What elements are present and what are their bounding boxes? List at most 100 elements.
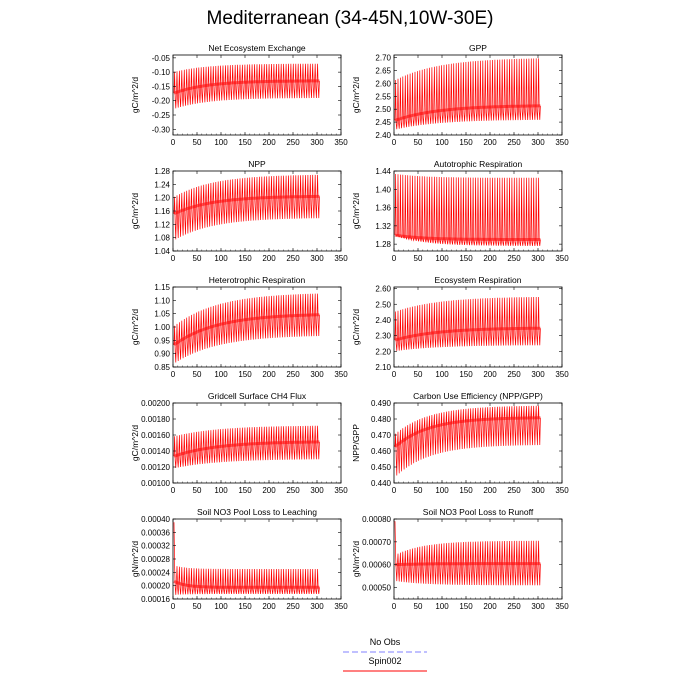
y-tick-label: 0.00080: [362, 515, 391, 524]
y-tick-label: 0.90: [154, 350, 170, 359]
x-tick-label: 50: [414, 370, 423, 379]
y-axis-label: gC/m^2/d: [130, 425, 140, 461]
x-tick-label: 150: [238, 602, 252, 611]
chart-panel: Gridcell Surface CH4 Flux gC/m^2/d 0 50 100 1…: [130, 391, 348, 495]
x-tick-label: 300: [531, 138, 545, 147]
y-tick-label: 0.450: [371, 463, 392, 472]
y-tick-label: 2.45: [375, 118, 391, 127]
chart-panel: Soil NO3 Pool Loss to Leaching gN/m^2/d 0 5…: [130, 507, 348, 611]
y-tick-label: -0.10: [152, 68, 171, 77]
x-tick-label: 200: [262, 370, 276, 379]
plot-frame: [393, 286, 563, 368]
y-tick-label: 0.00024: [141, 568, 170, 577]
x-tick-label: 150: [238, 254, 252, 263]
x-tick-label: 200: [262, 486, 276, 495]
y-tick-label: 0.00180: [141, 415, 170, 424]
x-tick-label: 200: [262, 138, 276, 147]
x-tick-label: 350: [334, 138, 348, 147]
data-series-line: [173, 522, 320, 595]
y-axis-label: gN/m^2/d: [351, 541, 361, 577]
y-tick-label: 1.05: [154, 310, 170, 319]
x-tick-label: 0: [171, 486, 176, 495]
data-series-band: [394, 233, 541, 241]
data-series-line: [394, 173, 541, 246]
x-tick-label: 250: [286, 370, 300, 379]
x-tick-label: 0: [171, 138, 176, 147]
panel-title: Gridcell Surface CH4 Flux: [208, 391, 307, 401]
x-tick-label: 300: [310, 486, 324, 495]
y-tick-label: -0.25: [152, 111, 171, 120]
y-axis-label: gC/m^2/d: [130, 309, 140, 345]
panel-title: Carbon Use Efficiency (NPP/GPP): [413, 391, 543, 401]
panel-title: Soil NO3 Pool Loss to Runoff: [423, 507, 534, 517]
x-tick-label: 200: [262, 254, 276, 263]
data-series-band: [173, 79, 320, 95]
data-series-line: [394, 405, 541, 476]
x-tick-label: 50: [193, 486, 202, 495]
data-series-band: [394, 104, 541, 122]
y-tick-label: 2.20: [375, 347, 391, 356]
panel-title: Net Ecosystem Exchange: [208, 43, 306, 53]
y-tick-label: 0.00070: [362, 538, 391, 547]
x-tick-label: 350: [334, 486, 348, 495]
x-tick-label: 350: [555, 486, 569, 495]
data-series-band: [173, 579, 320, 589]
y-axis-label: gC/m^2/d: [351, 309, 361, 345]
x-tick-label: 350: [334, 602, 348, 611]
x-tick-label: 350: [555, 370, 569, 379]
x-tick-label: 200: [483, 602, 497, 611]
y-tick-label: 2.10: [375, 363, 391, 372]
y-tick-label: 1.24: [154, 180, 170, 189]
y-tick-label: 2.60: [375, 79, 391, 88]
x-tick-label: 50: [414, 602, 423, 611]
y-tick-label: 1.16: [154, 207, 170, 216]
y-axis-label: gN/m^2/d: [130, 541, 140, 577]
x-tick-label: 0: [171, 602, 176, 611]
y-tick-label: 0.85: [154, 363, 170, 372]
panel-title: NPP: [248, 159, 266, 169]
chart-panel: NPP gC/m^2/d 0 50 100 150 200 250 300 350 1.28 1.24…: [130, 159, 348, 263]
y-tick-label: 0.00200: [141, 399, 170, 408]
x-tick-label: 0: [392, 486, 397, 495]
y-axis-label: NPP/GPP: [351, 424, 361, 462]
y-tick-label: -0.15: [152, 82, 171, 91]
x-tick-label: 150: [459, 138, 473, 147]
data-series-band: [394, 562, 541, 567]
data-series-band: [394, 416, 541, 449]
y-tick-label: 2.60: [375, 285, 391, 294]
x-tick-label: 300: [531, 602, 545, 611]
y-tick-label: 0.00060: [362, 561, 391, 570]
chart-panel: Carbon Use Efficiency (NPP/GPP) NPP/GPP 0 5…: [351, 391, 569, 495]
y-tick-label: 0.470: [371, 431, 392, 440]
panel-title: GPP: [469, 43, 487, 53]
y-tick-label: 0.95: [154, 336, 170, 345]
x-tick-label: 100: [435, 370, 449, 379]
y-tick-label: 0.480: [371, 415, 392, 424]
data-series-line: [394, 521, 541, 586]
chart-panel: Autotrophic Respiration gC/m^2/d 0 50 100 150…: [351, 159, 569, 263]
x-tick-label: 250: [286, 486, 300, 495]
y-tick-label: 0.00140: [141, 447, 170, 456]
chart-panel: Soil NO3 Pool Loss to Runoff gN/m^2/d 0 50 1…: [351, 507, 569, 611]
data-series-line: [394, 58, 541, 130]
y-tick-label: 2.40: [375, 131, 391, 140]
x-tick-label: 200: [262, 602, 276, 611]
y-tick-label: 0.00040: [141, 515, 170, 524]
y-axis-label: gC/m^2/d: [351, 193, 361, 229]
y-tick-label: 2.65: [375, 66, 391, 75]
legend-label: No Obs: [370, 637, 401, 647]
plot-frame: [172, 402, 342, 484]
y-tick-label: 0.00100: [141, 479, 170, 488]
x-tick-label: 250: [286, 602, 300, 611]
y-tick-label: -0.20: [152, 97, 171, 106]
y-tick-label: 1.36: [375, 204, 391, 213]
data-series-band: [173, 194, 320, 216]
y-tick-label: 0.00032: [141, 542, 170, 551]
y-tick-label: 2.30: [375, 332, 391, 341]
x-tick-label: 100: [214, 486, 228, 495]
x-tick-label: 150: [238, 138, 252, 147]
x-tick-label: 350: [334, 370, 348, 379]
x-tick-label: 350: [555, 254, 569, 263]
x-tick-label: 0: [392, 370, 397, 379]
